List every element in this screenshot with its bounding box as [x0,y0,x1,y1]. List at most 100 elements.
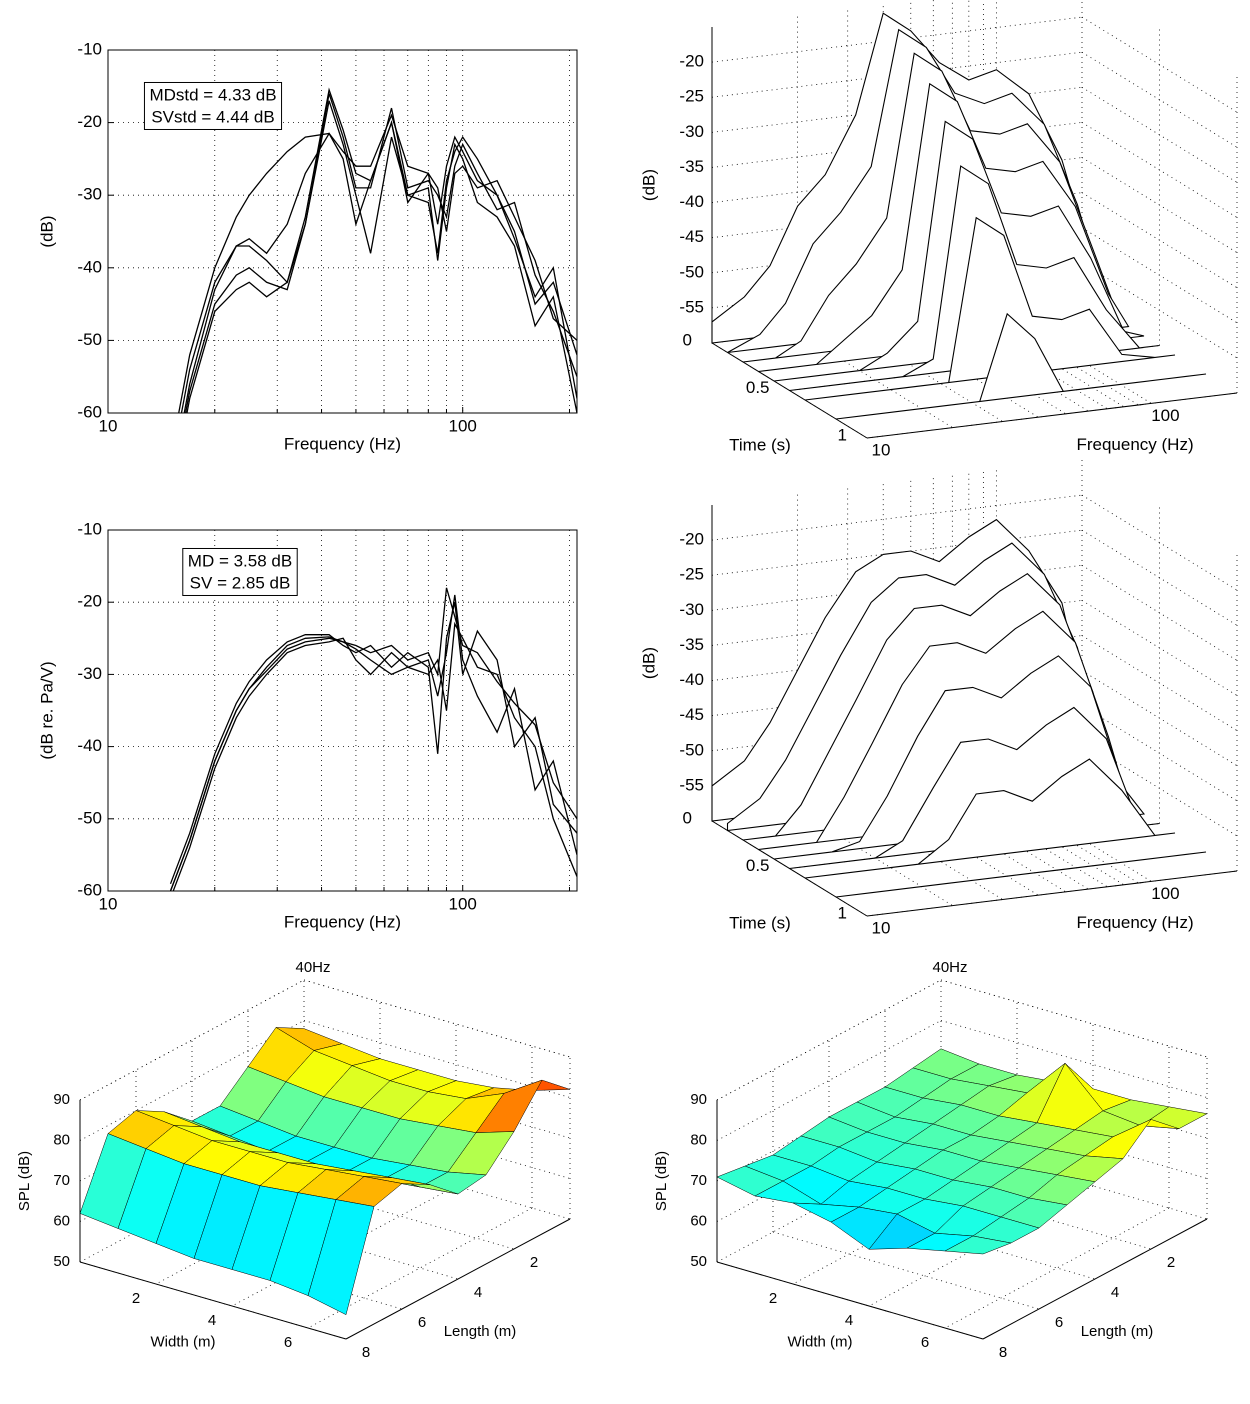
y-tick-label: -10 [77,519,102,538]
z-axis-label: SPL (dB) [653,1151,670,1211]
grid-line [828,1201,1096,1280]
y-tick-label: 4 [1111,1284,1119,1301]
series-line [178,113,577,413]
series-line [169,621,577,891]
y-tick-label: 2 [530,1254,538,1271]
x-tick-label: 6 [284,1334,292,1351]
z-tick-label: -35 [679,635,704,654]
z-tick-label: 60 [690,1212,707,1229]
series-line [184,100,577,413]
axes-box [107,49,578,414]
annotation-text: SVstd = 4.44 dB [151,107,274,126]
z-tick-label: -25 [679,565,704,584]
z-tick-label: -40 [679,670,704,689]
y-tick-label: 2 [1167,1254,1175,1271]
series-line [169,587,577,891]
axis-line [711,820,868,917]
x-axis-label: Frequency (Hz) [284,434,401,453]
t-axis-label: Time (s) [729,435,791,454]
x-axis-label: Frequency (Hz) [284,912,401,931]
y-axis-label: (dB) [37,215,56,247]
x-tick-label: 10 [99,894,118,913]
z-tick-label: -35 [679,157,704,176]
z-tick-label: 90 [53,1091,70,1108]
grid-line [711,494,1083,541]
grid-line [940,1020,1208,1098]
y-tick-label: -10 [77,39,102,58]
y-tick-label: -30 [77,185,102,204]
x-axis-label: Frequency (Hz) [1076,435,1193,454]
y-axis-label: Length (m) [1081,1323,1154,1340]
grid-line [303,1101,571,1179]
y-tick-label: 8 [999,1344,1007,1361]
z-tick-label: 70 [690,1172,707,1189]
z-tick-label: 80 [53,1131,70,1148]
grid-line [303,1141,571,1220]
z-tick-label: -55 [679,775,704,794]
z-tick-label: -30 [679,600,704,619]
t-tick-label: 1 [838,903,847,922]
z-tick-label: -45 [679,705,704,724]
axis-line [866,870,1238,917]
grid-line [135,1231,403,1310]
y-tick-label: -50 [77,808,102,827]
y-tick-label: 6 [418,1314,426,1331]
y-tick-label: -60 [77,402,102,421]
z-tick-label: -20 [679,52,704,71]
x-tick-label: 4 [845,1312,853,1329]
axis-line [716,1261,984,1340]
z-tick-label: 70 [53,1172,70,1189]
grid-line [303,1060,571,1139]
grid-line [303,979,571,1058]
z-tick-label: 50 [53,1253,70,1270]
t-tick-label: 1 [838,425,847,444]
slice [804,758,1176,879]
annotation-box [143,81,283,130]
y-tick-label: 6 [1055,1314,1063,1331]
series-line [172,594,577,891]
grid-line [303,1020,571,1098]
grid-line [940,979,1208,1058]
grid-line [711,16,1083,63]
z-axis-label: (dB) [639,169,658,201]
axis-line [711,342,868,439]
annotation-box [182,547,298,596]
y-tick-label: 4 [474,1284,482,1301]
series-line [183,93,577,413]
z-tick-label: -20 [679,530,704,549]
x-tick-label: 4 [208,1312,216,1329]
series-line [180,120,577,413]
x-tick-label: 100 [449,894,477,913]
z-tick-label: 90 [690,1091,707,1108]
z-tick-label: -45 [679,227,704,246]
x-tick-label: 2 [769,1290,777,1307]
y-tick-label: -60 [77,880,102,899]
y-tick-label: -40 [77,736,102,755]
axis-line [982,1218,1208,1340]
axes-box [107,529,578,892]
z-axis-label: SPL (dB) [16,1151,33,1211]
x-tick-label: 6 [921,1334,929,1351]
y-tick-label: 8 [362,1344,370,1361]
y-tick-label: -20 [77,112,102,131]
z-tick-label: -25 [679,87,704,106]
annotation-text: MDstd = 4.33 dB [149,85,276,104]
z-tick-label: 60 [53,1212,70,1229]
axis-line [345,1218,571,1340]
z-tick-label: 50 [690,1253,707,1270]
grid-line [940,1101,1208,1179]
x-tick-label: 2 [132,1290,140,1307]
chart-title: 40Hz [932,959,967,976]
grid-line [940,1141,1208,1220]
y-axis-label: (dB re. Pa/V) [37,661,56,759]
x-tick-label: 10 [99,416,118,435]
t-tick-label: 0.5 [746,856,770,875]
grid-line [247,1171,515,1250]
grid-line [191,1201,459,1280]
t-tick-label: 0.5 [746,378,770,397]
slice [835,312,1207,420]
annotation-text: SV = 2.85 dB [190,573,291,592]
z-tick-label: -40 [679,192,704,211]
x-axis-label: Width (m) [788,1333,853,1350]
